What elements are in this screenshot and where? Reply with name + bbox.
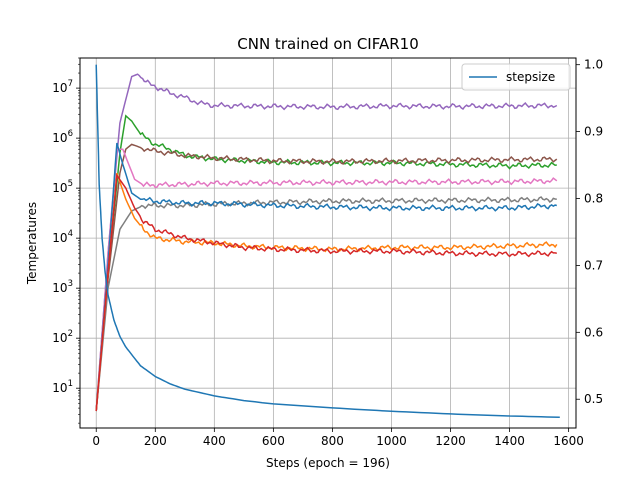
series-group: [95, 64, 560, 419]
y-left-tick-label: 107: [52, 79, 73, 95]
y-right-tick-label: 0.7: [584, 258, 603, 272]
y-right-tick-label: 0.5: [584, 392, 603, 406]
tick-base: 10: [52, 131, 67, 145]
tick-exponent: 1: [68, 379, 73, 389]
x-tick-label: 1200: [435, 434, 466, 448]
tick-exponent: 7: [68, 79, 73, 89]
y-left-tick-label: 105: [52, 179, 73, 195]
stepsize-line: [95, 64, 560, 419]
tick-base: 10: [52, 231, 67, 245]
y-left-tick-label: 106: [52, 129, 73, 145]
y-left-tick-label: 103: [52, 279, 73, 295]
legend-label-stepsize: stepsize: [506, 70, 555, 84]
tick-exponent: 4: [68, 229, 73, 239]
tick-exponent: 3: [68, 279, 73, 289]
temperature-line: [95, 173, 557, 412]
temperature-line: [95, 142, 557, 412]
x-tick-label: 400: [203, 434, 226, 448]
tick-exponent: 6: [68, 129, 73, 139]
chart-title: CNN trained on CIFAR10: [237, 35, 419, 53]
tick-exponent: 2: [68, 329, 73, 339]
x-tick-label: 800: [321, 434, 344, 448]
tick-base: 10: [52, 181, 67, 195]
temperature-line: [95, 143, 558, 412]
y-left-tick-label: 104: [52, 229, 73, 245]
tick-base: 10: [52, 381, 67, 395]
y-right-tick-label: 0.8: [584, 192, 603, 206]
x-tick-label: 0: [92, 434, 100, 448]
tick-base: 10: [52, 81, 67, 95]
y-right-tick-label: 0.9: [584, 125, 603, 139]
x-tick-label: 1400: [494, 434, 525, 448]
tick-base: 10: [52, 331, 67, 345]
x-tick-label: 1000: [376, 434, 407, 448]
y-left-tick-label: 102: [52, 329, 73, 345]
x-tick-label: 200: [144, 434, 167, 448]
x-tick-label: 600: [262, 434, 285, 448]
x-axis-label: Steps (epoch = 196): [266, 456, 390, 470]
grid: [80, 58, 576, 428]
ticks-group: 0 200 400 600 800 1000 1200 1400 160010110210310…: [52, 58, 603, 448]
y-right-tick-label: 1.0: [584, 58, 603, 72]
legend-box: [461, 63, 571, 91]
x-tick-label: 1600: [553, 434, 584, 448]
y-left-tick-label: 101: [52, 379, 73, 395]
legend: stepsize: [461, 63, 571, 91]
temperature-line: [95, 196, 557, 412]
temperature-line: [95, 148, 558, 412]
y-right-tick-label: 0.6: [584, 325, 603, 339]
y-axis-label: Temperatures: [25, 202, 39, 285]
tick-exponent: 5: [68, 179, 73, 189]
tick-base: 10: [52, 281, 67, 295]
temperature-line: [95, 73, 558, 412]
